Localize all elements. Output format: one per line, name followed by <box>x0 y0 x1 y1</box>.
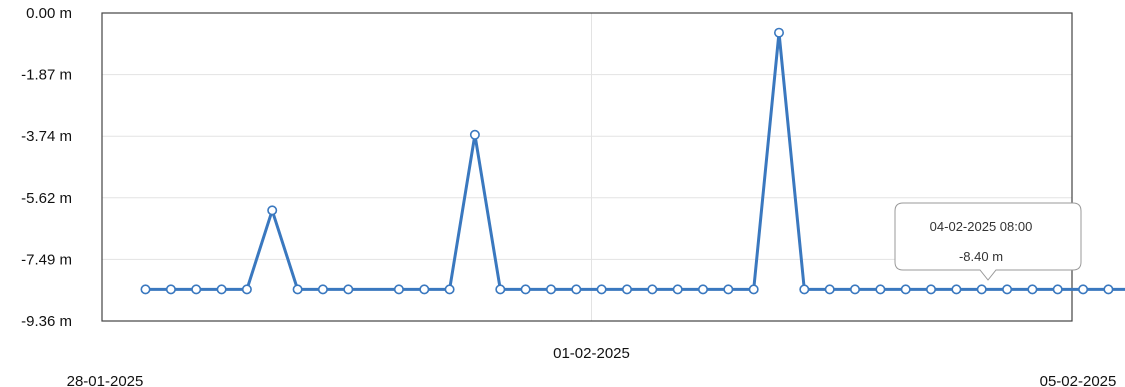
y-tick-label: -1.87 m <box>21 67 72 84</box>
data-point[interactable] <box>241 284 252 295</box>
data-point[interactable] <box>748 284 759 295</box>
data-point[interactable] <box>1052 284 1063 295</box>
data-point[interactable] <box>165 284 176 295</box>
tooltip: 04-02-2025 08:00 -8.40 m <box>894 202 1082 281</box>
y-tick-label: -9.36 m <box>21 313 72 330</box>
plot-frame <box>101 12 1073 322</box>
data-point[interactable] <box>799 284 810 295</box>
tooltip-date: 04-02-2025 08:00 <box>930 219 1033 234</box>
data-point[interactable] <box>723 284 734 295</box>
data-point[interactable] <box>1002 284 1013 295</box>
data-point[interactable] <box>444 284 455 295</box>
data-point[interactable] <box>545 284 556 295</box>
y-tick-label: -3.74 m <box>21 128 72 145</box>
plot-area <box>102 13 1072 321</box>
data-point[interactable] <box>469 129 480 140</box>
data-point[interactable] <box>697 284 708 295</box>
data-point[interactable] <box>191 284 202 295</box>
data-point[interactable] <box>773 27 784 38</box>
data-point[interactable] <box>571 284 582 295</box>
x-axis-ticks: 28-01-2025 01-02-2025 05-02-2025 <box>67 345 1117 387</box>
data-point[interactable] <box>1027 284 1038 295</box>
tooltip-box <box>894 202 1082 281</box>
data-point[interactable] <box>951 284 962 295</box>
data-point[interactable] <box>976 284 987 295</box>
data-point[interactable] <box>672 284 683 295</box>
data-points <box>140 27 1114 295</box>
data-point[interactable] <box>925 284 936 295</box>
x-tick-label: 05-02-2025 <box>1040 373 1117 387</box>
data-point[interactable] <box>419 284 430 295</box>
x-tick-label: 01-02-2025 <box>553 345 630 362</box>
data-point[interactable] <box>621 284 632 295</box>
y-tick-label: -5.62 m <box>21 190 72 207</box>
data-point[interactable] <box>520 284 531 295</box>
data-point[interactable] <box>140 284 151 295</box>
data-point[interactable] <box>317 284 328 295</box>
data-point[interactable] <box>824 284 835 295</box>
data-point[interactable] <box>1103 284 1114 295</box>
data-point[interactable] <box>292 284 303 295</box>
data-point[interactable] <box>216 284 227 295</box>
data-point[interactable] <box>900 284 911 295</box>
tooltip-value: -8.40 m <box>959 249 1003 264</box>
y-tick-label: 0.00 m <box>26 5 72 22</box>
data-point[interactable] <box>393 284 404 295</box>
data-point[interactable] <box>647 284 658 295</box>
data-point[interactable] <box>495 284 506 295</box>
y-axis-ticks: 0.00 m -1.87 m -3.74 m -5.62 m -7.49 m -9.36 … <box>21 5 72 330</box>
data-point[interactable] <box>343 284 354 295</box>
y-tick-label: -7.49 m <box>21 251 72 268</box>
data-point[interactable] <box>1078 284 1089 295</box>
data-point[interactable] <box>267 205 278 216</box>
data-point[interactable] <box>596 284 607 295</box>
data-point[interactable] <box>875 284 886 295</box>
x-tick-label: 28-01-2025 <box>67 373 144 387</box>
data-point[interactable] <box>849 284 860 295</box>
